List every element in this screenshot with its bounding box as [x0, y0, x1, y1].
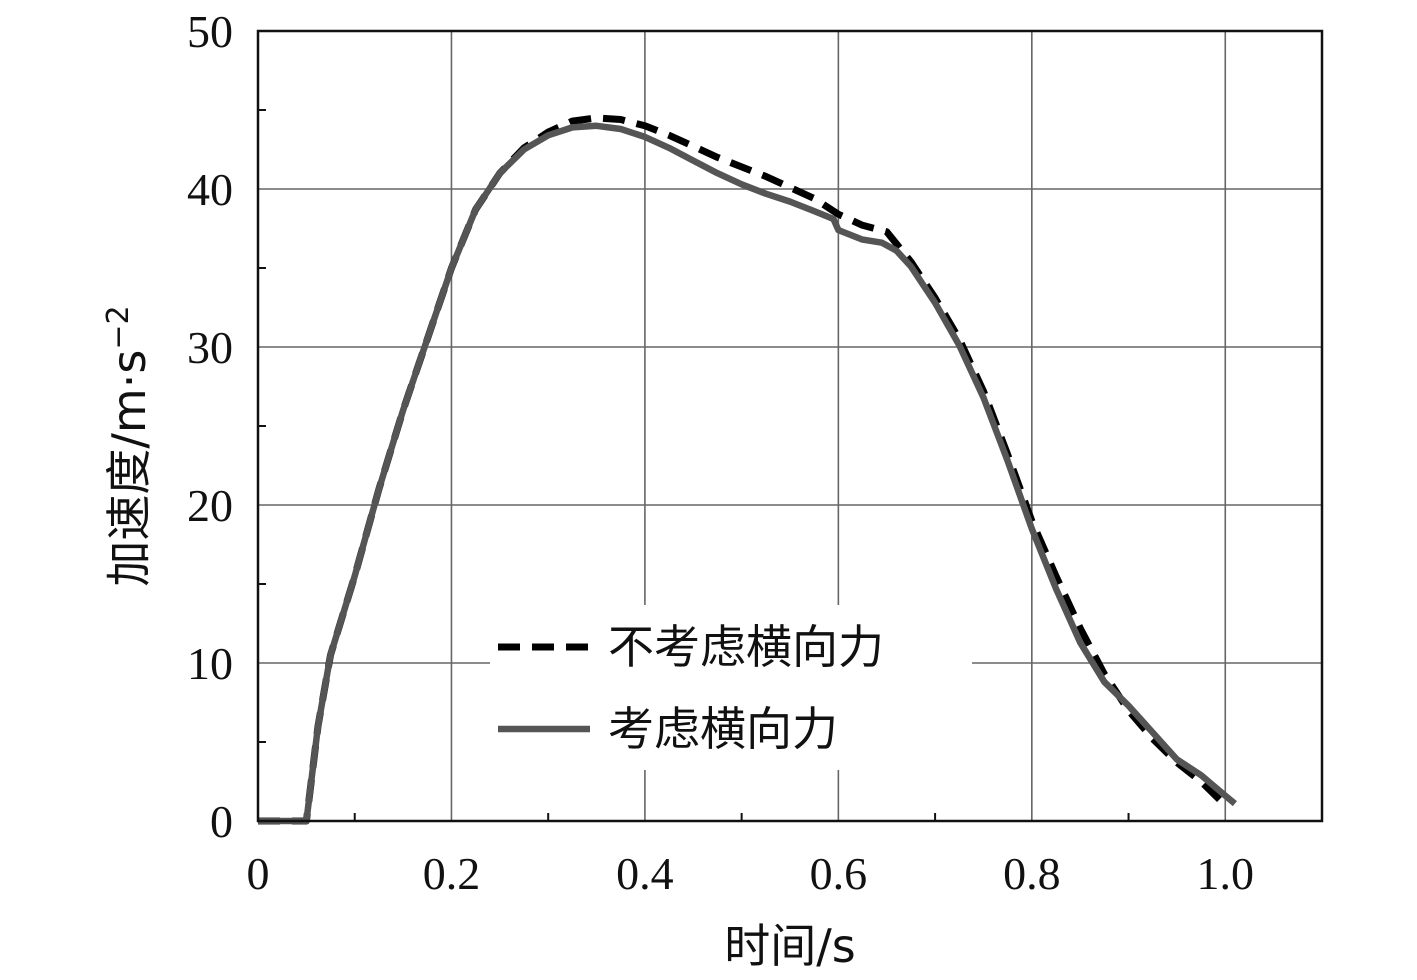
- legend-label-lateral: 考虑横向力: [608, 702, 838, 756]
- x-tick-label: 0.6: [810, 848, 868, 899]
- minor-ticks: [258, 109, 1323, 821]
- legend-label-no-lateral: 不考虑横向力: [608, 620, 884, 674]
- x-tick-label: 0.8: [1003, 848, 1061, 899]
- y-tick-label: 0: [210, 796, 233, 847]
- x-tick-label: 0: [247, 848, 270, 899]
- y-axis-title-text: 加速度/m·s: [102, 350, 156, 587]
- y-tick-label: 50: [187, 6, 233, 57]
- y-tick-labels: 0 10 20 30 40 50: [187, 6, 233, 847]
- y-axis-title-exponent: −2: [101, 305, 136, 349]
- legend: 不考虑横向力 考虑横向力: [490, 605, 972, 770]
- legend-background: [490, 605, 972, 770]
- x-tick-label: 0.4: [616, 848, 674, 899]
- series-lines: [258, 114, 1237, 825]
- x-tick-label: 0.2: [423, 848, 481, 899]
- y-tick-label: 30: [187, 322, 233, 373]
- plot-frame: [256, 29, 1324, 823]
- y-axis-title: 加速度/m·s−2: [101, 305, 157, 586]
- series-line-1: [258, 122, 1237, 825]
- x-axis-title: 时间/s: [724, 919, 855, 973]
- x-tick-labels: 0 0.2 0.4 0.6 0.8 1.0: [247, 848, 1255, 899]
- x-tick-label: 1.0: [1197, 848, 1255, 899]
- y-tick-label: 10: [187, 638, 233, 689]
- y-tick-label: 20: [187, 480, 233, 531]
- y-tick-label: 40: [187, 164, 233, 215]
